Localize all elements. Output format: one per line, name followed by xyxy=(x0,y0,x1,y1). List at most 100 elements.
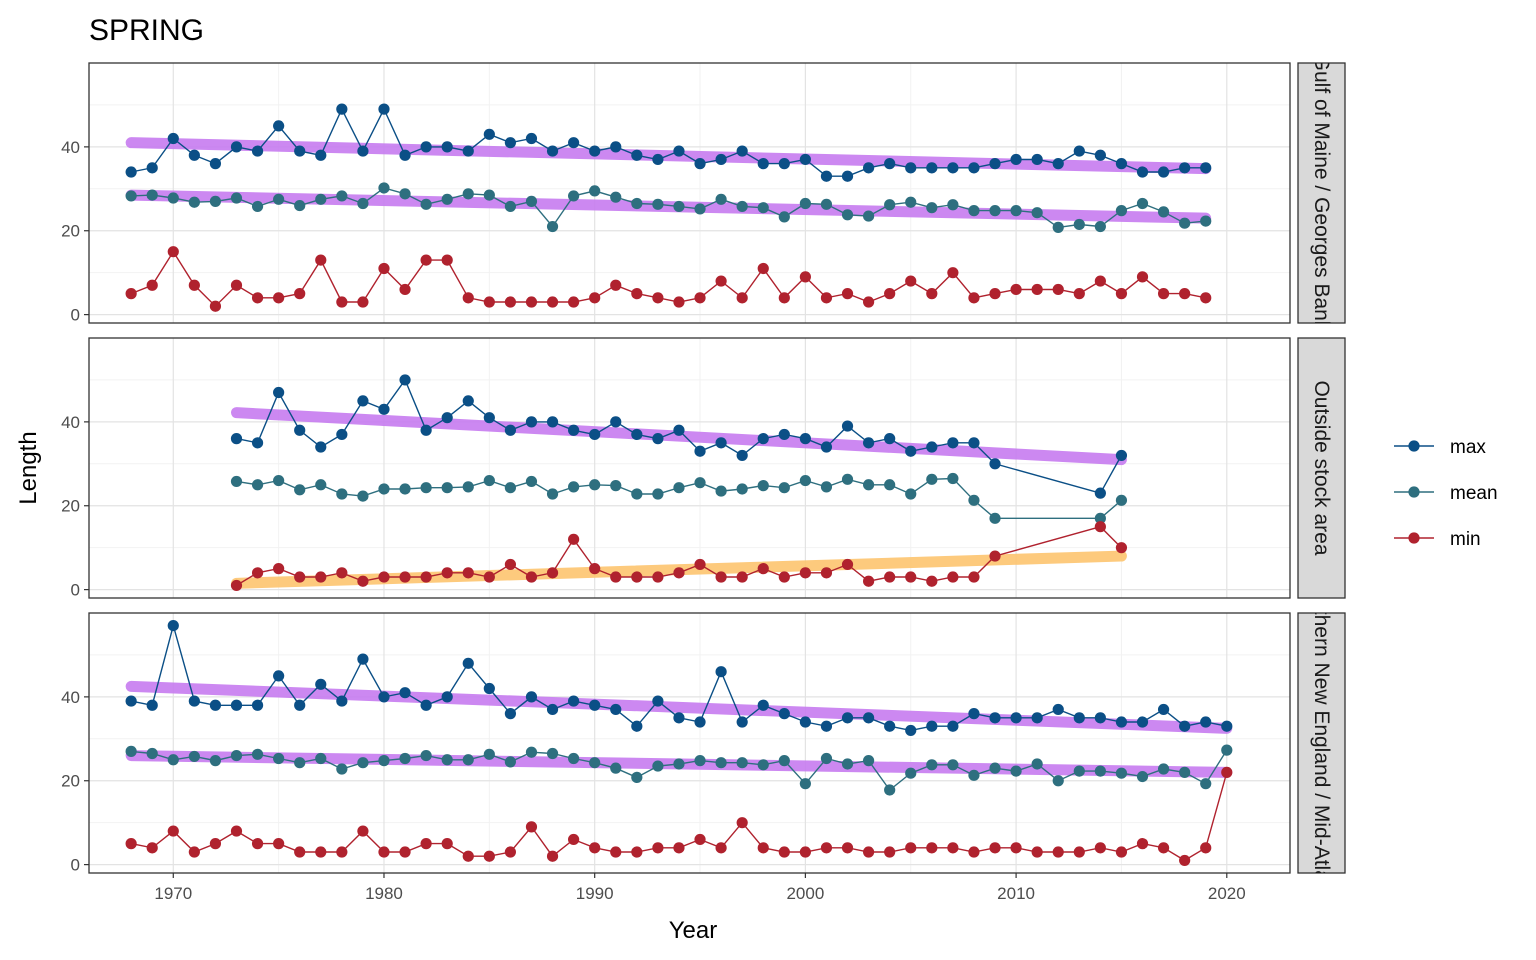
data-point-mean xyxy=(736,200,748,213)
data-point-mean xyxy=(631,771,643,783)
trend-line-max xyxy=(230,407,1127,466)
data-point-max xyxy=(125,166,137,178)
data-point-min xyxy=(673,296,685,308)
data-point-mean xyxy=(715,757,727,769)
data-point-max xyxy=(315,678,327,690)
data-point-min xyxy=(926,288,938,300)
data-point-min xyxy=(905,275,917,287)
data-point-min xyxy=(230,825,243,837)
y-tick-label: 0 xyxy=(71,856,80,875)
data-point-min xyxy=(1073,288,1085,300)
data-point-min xyxy=(589,842,601,854)
data-point-mean xyxy=(504,756,517,768)
data-point-mean xyxy=(1094,512,1106,524)
data-point-mean xyxy=(1157,206,1170,218)
data-point-mean xyxy=(862,755,875,767)
data-point-mean xyxy=(230,475,243,488)
data-point-mean xyxy=(125,745,137,757)
data-point-min xyxy=(399,846,411,858)
data-point-mean xyxy=(441,482,453,494)
data-point-min xyxy=(462,850,474,862)
data-point-max xyxy=(209,699,222,711)
data-point-max xyxy=(188,695,200,707)
data-point-max xyxy=(357,395,369,407)
data-point-mean xyxy=(673,758,685,770)
data-point-mean xyxy=(631,197,643,210)
data-point-mean xyxy=(399,483,411,495)
data-point-min xyxy=(188,846,200,858)
data-point-min xyxy=(568,533,580,545)
data-point-max xyxy=(673,145,685,157)
data-point-max xyxy=(546,416,559,428)
data-point-max xyxy=(652,153,664,166)
data-point-mean xyxy=(884,479,896,491)
data-point-max xyxy=(841,712,854,724)
data-point-max xyxy=(1179,162,1191,174)
data-point-max xyxy=(251,699,264,711)
data-point-mean xyxy=(1052,775,1064,787)
data-point-min xyxy=(799,567,811,579)
data-point-min xyxy=(315,846,327,858)
data-point-min xyxy=(778,292,790,304)
data-point-mean xyxy=(525,475,538,488)
data-point-min xyxy=(1052,283,1064,296)
data-point-mean xyxy=(336,190,348,202)
data-point-mean xyxy=(989,205,1001,217)
data-point-max xyxy=(294,145,306,157)
data-point-mean xyxy=(504,200,517,213)
data-point-min xyxy=(1115,846,1128,858)
data-point-max xyxy=(294,699,306,711)
data-point-min xyxy=(125,838,137,850)
data-point-min xyxy=(546,567,559,579)
data-point-max xyxy=(546,145,559,157)
data-point-min xyxy=(757,563,769,575)
data-point-mean xyxy=(589,757,601,769)
data-point-max xyxy=(525,132,538,145)
data-point-min xyxy=(757,262,769,275)
data-point-min xyxy=(294,288,306,300)
data-point-max xyxy=(504,708,517,720)
data-point-mean xyxy=(1094,765,1106,777)
data-point-mean xyxy=(989,512,1001,524)
y-tick-label: 20 xyxy=(61,222,80,241)
x-axis: 1970 1980 1990 2000 2010 2020 xyxy=(154,873,1246,903)
data-point-mean xyxy=(1073,765,1085,777)
y-tick-label: 40 xyxy=(61,413,80,432)
data-point-max xyxy=(399,149,411,161)
data-point-mean xyxy=(631,488,643,500)
data-point-min xyxy=(504,296,517,308)
data-point-max xyxy=(799,716,811,728)
facet-strip xyxy=(1297,337,1346,599)
data-point-min xyxy=(525,571,538,583)
data-point-max xyxy=(568,424,580,436)
panel-1: 0 20 40 Gulf of Maine / Georges Bank xyxy=(61,62,1346,325)
y-tick-label: 40 xyxy=(61,688,80,707)
data-point-min xyxy=(610,846,622,858)
data-point-max xyxy=(757,158,769,170)
data-point-max xyxy=(1010,153,1022,166)
data-point-max xyxy=(483,128,495,140)
data-point-max xyxy=(1010,712,1022,724)
data-point-max xyxy=(462,657,474,669)
data-point-min xyxy=(357,296,369,308)
data-point-mean xyxy=(315,193,327,205)
data-point-mean xyxy=(1136,770,1149,783)
data-point-min xyxy=(251,838,264,850)
data-point-max xyxy=(1031,712,1043,724)
data-point-min xyxy=(251,292,264,304)
data-point-min xyxy=(841,288,854,300)
data-point-mean xyxy=(315,479,327,491)
data-point-mean xyxy=(652,488,664,500)
data-point-max xyxy=(926,162,938,174)
data-point-min xyxy=(1179,854,1191,867)
facet-strip xyxy=(1297,62,1346,324)
data-point-min xyxy=(736,571,748,583)
data-point-max xyxy=(820,170,833,182)
data-point-min xyxy=(1136,838,1149,850)
data-point-mean xyxy=(378,182,390,194)
data-point-max xyxy=(589,428,601,441)
data-point-max xyxy=(862,712,875,724)
data-point-min xyxy=(1094,842,1106,854)
data-point-mean xyxy=(1094,220,1106,233)
